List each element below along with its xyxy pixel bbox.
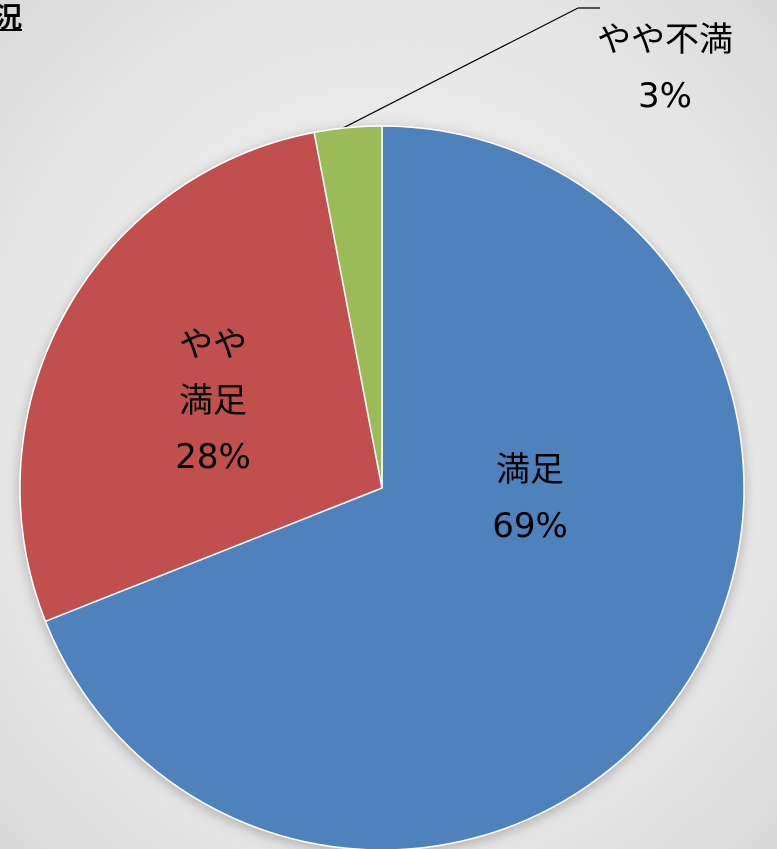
pie-slice (313, 125, 383, 489)
value-label: 3% (638, 76, 692, 116)
slice-label: 満足 (496, 450, 564, 490)
slice-label: やや満足 (179, 325, 247, 421)
slice-label: やや不満 (597, 20, 733, 60)
pie-slice (44, 125, 745, 849)
value-label: 69% (492, 506, 568, 546)
pie-group (19, 125, 745, 849)
chart-title: 況 (0, 1, 23, 34)
leader-line (342, 7, 579, 129)
pie-slice (19, 131, 383, 623)
value-label: 28% (175, 437, 251, 477)
